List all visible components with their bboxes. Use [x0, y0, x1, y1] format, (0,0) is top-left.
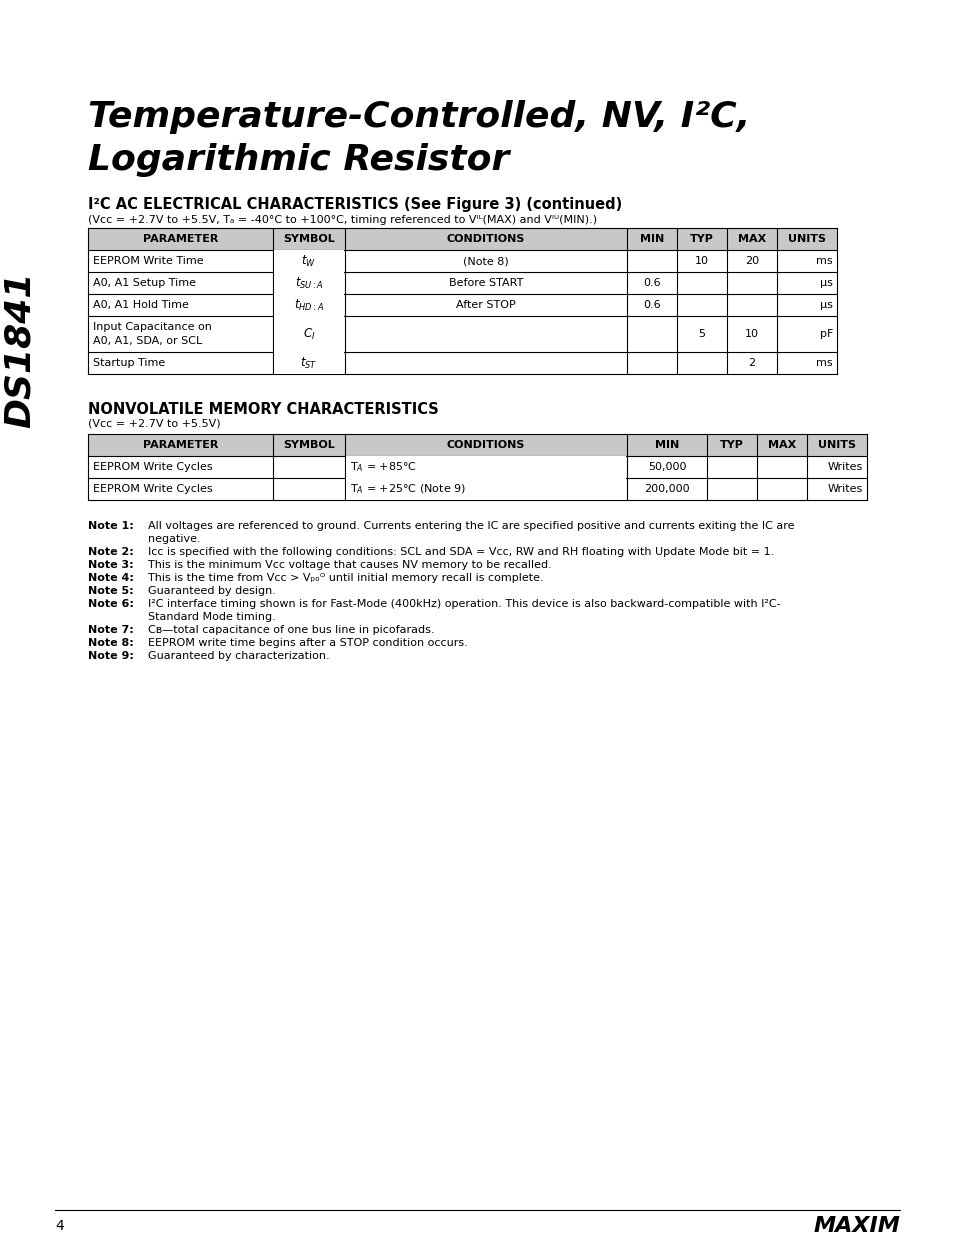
Text: UNITS: UNITS — [787, 233, 825, 245]
Text: I²C AC ELECTRICAL CHARACTERISTICS (See Figure 3) (continued): I²C AC ELECTRICAL CHARACTERISTICS (See F… — [88, 198, 621, 212]
Text: 0.6: 0.6 — [642, 300, 660, 310]
Text: CONDITIONS: CONDITIONS — [446, 233, 525, 245]
Text: Cʙ—total capacitance of one bus line in picofarads.: Cʙ—total capacitance of one bus line in … — [148, 625, 434, 635]
Text: C_I: C_I — [300, 329, 317, 340]
Text: Guaranteed by design.: Guaranteed by design. — [148, 585, 275, 597]
Text: Tₐ = +85°C: Tₐ = +85°C — [454, 462, 517, 472]
Text: NONVOLATILE MEMORY CHARACTERISTICS: NONVOLATILE MEMORY CHARACTERISTICS — [88, 403, 438, 417]
Text: pF: pF — [819, 329, 832, 338]
Text: Guaranteed by characterization.: Guaranteed by characterization. — [148, 651, 330, 661]
Text: PARAMETER: PARAMETER — [143, 440, 218, 450]
Text: (Vᴄᴄ = +2.7V to +5.5V): (Vᴄᴄ = +2.7V to +5.5V) — [88, 419, 220, 429]
Text: $t_{ST}$: $t_{ST}$ — [300, 356, 317, 370]
Text: Tₐ = +25°C (Note 9): Tₐ = +25°C (Note 9) — [429, 484, 542, 494]
Text: (Vᴄᴄ = +2.7V to +5.5V, Tₐ = -40°C to +100°C, timing referenced to Vᴵᴸ(MAX) and V: (Vᴄᴄ = +2.7V to +5.5V, Tₐ = -40°C to +10… — [88, 215, 597, 225]
Bar — [274, 294, 344, 316]
Text: MAX: MAX — [767, 440, 796, 450]
Text: Iᴄᴄ is specified with the following conditions: SCL and SDA = Vᴄᴄ, RW and RH flo: Iᴄᴄ is specified with the following cond… — [148, 547, 774, 557]
Text: μs: μs — [820, 278, 832, 288]
Text: 50,000: 50,000 — [647, 462, 685, 472]
Bar — [274, 316, 344, 352]
Text: EEPROM Write Cycles: EEPROM Write Cycles — [92, 484, 213, 494]
Text: A0, A1 Hold Time: A0, A1 Hold Time — [92, 300, 189, 310]
Text: t_SU:A: t_SU:A — [291, 278, 327, 289]
Text: SYMBOL: SYMBOL — [283, 233, 335, 245]
Text: t_HD:A: t_HD:A — [290, 300, 328, 310]
Text: Note 9:: Note 9: — [88, 651, 133, 661]
Text: 10: 10 — [695, 256, 708, 266]
Text: Writes: Writes — [827, 462, 862, 472]
Text: 10: 10 — [744, 329, 759, 338]
Text: All voltages are referenced to ground. Currents entering the IC are specified po: All voltages are referenced to ground. C… — [148, 521, 794, 531]
Bar — [274, 272, 344, 294]
Text: (Note 8): (Note 8) — [462, 256, 508, 266]
Text: μs: μs — [820, 300, 832, 310]
Text: Note 3:: Note 3: — [88, 559, 133, 571]
Text: $C_{I}$: $C_{I}$ — [302, 326, 314, 342]
Bar — [346, 478, 625, 500]
Text: Note 2:: Note 2: — [88, 547, 133, 557]
Text: MIN: MIN — [639, 233, 663, 245]
Text: Note 8:: Note 8: — [88, 638, 133, 648]
Text: Note 6:: Note 6: — [88, 599, 133, 609]
Text: A0, A1 Setup Time: A0, A1 Setup Time — [92, 278, 195, 288]
Text: Note 4:: Note 4: — [88, 573, 133, 583]
Text: CONDITIONS: CONDITIONS — [446, 440, 525, 450]
Text: This is the time from Vᴄᴄ > Vₚₒᴼ until initial memory recall is complete.: This is the time from Vᴄᴄ > Vₚₒᴼ until i… — [148, 573, 543, 583]
Text: After STOP: After STOP — [456, 300, 516, 310]
Text: negative.: negative. — [148, 534, 200, 543]
Text: T$_A$ = +25°C (Note 9): T$_A$ = +25°C (Note 9) — [350, 482, 465, 495]
Text: MIN: MIN — [654, 440, 679, 450]
Text: t_ST: t_ST — [296, 358, 320, 368]
Text: EEPROM Write Time: EEPROM Write Time — [92, 256, 203, 266]
Bar — [274, 352, 344, 374]
Text: SYMBOL: SYMBOL — [283, 440, 335, 450]
Text: Input Capacitance on: Input Capacitance on — [92, 322, 212, 332]
Text: t_W: t_W — [298, 256, 319, 267]
Text: Startup Time: Startup Time — [92, 358, 165, 368]
Text: EEPROM Write Cycles: EEPROM Write Cycles — [92, 462, 213, 472]
Bar — [274, 249, 344, 272]
Text: Standard Mode timing.: Standard Mode timing. — [148, 613, 275, 622]
Text: TYP: TYP — [720, 440, 743, 450]
Text: Before START: Before START — [448, 278, 522, 288]
Text: 200,000: 200,000 — [643, 484, 689, 494]
Text: 2: 2 — [748, 358, 755, 368]
Text: Note 7:: Note 7: — [88, 625, 133, 635]
Text: This is the minimum Vᴄᴄ voltage that causes NV memory to be recalled.: This is the minimum Vᴄᴄ voltage that cau… — [148, 559, 551, 571]
Text: Note 1:: Note 1: — [88, 521, 133, 531]
Text: EEPROM write time begins after a STOP condition occurs.: EEPROM write time begins after a STOP co… — [148, 638, 467, 648]
Text: Logarithmic Resistor: Logarithmic Resistor — [88, 143, 509, 177]
Text: PARAMETER: PARAMETER — [143, 233, 218, 245]
Text: 0.6: 0.6 — [642, 278, 660, 288]
Text: T$_A$ = +85°C: T$_A$ = +85°C — [350, 461, 416, 474]
Text: Temperature-Controlled, NV, I²C,: Temperature-Controlled, NV, I²C, — [88, 100, 750, 135]
Bar — [88, 228, 836, 249]
Text: TYP: TYP — [689, 233, 713, 245]
Text: MAXIM: MAXIM — [812, 1216, 899, 1235]
Bar — [346, 456, 625, 478]
Text: Note 5:: Note 5: — [88, 585, 133, 597]
Text: $t_{SU:A}$: $t_{SU:A}$ — [294, 275, 323, 290]
Text: $t_{W}$: $t_{W}$ — [301, 253, 316, 268]
Text: ms: ms — [816, 256, 832, 266]
Bar — [88, 433, 866, 456]
Text: Writes: Writes — [827, 484, 862, 494]
Text: UNITS: UNITS — [817, 440, 855, 450]
Text: A0, A1, SDA, or SCL: A0, A1, SDA, or SCL — [92, 336, 202, 346]
Text: ms: ms — [816, 358, 832, 368]
Text: 5: 5 — [698, 329, 705, 338]
Text: $t_{HD:A}$: $t_{HD:A}$ — [294, 298, 324, 312]
Text: 4: 4 — [55, 1219, 64, 1233]
Text: DS1841: DS1841 — [3, 272, 37, 429]
Text: I²C interface timing shown is for Fast-Mode (400kHz) operation. This device is a: I²C interface timing shown is for Fast-M… — [148, 599, 780, 609]
Text: MAX: MAX — [737, 233, 765, 245]
Text: 20: 20 — [744, 256, 759, 266]
